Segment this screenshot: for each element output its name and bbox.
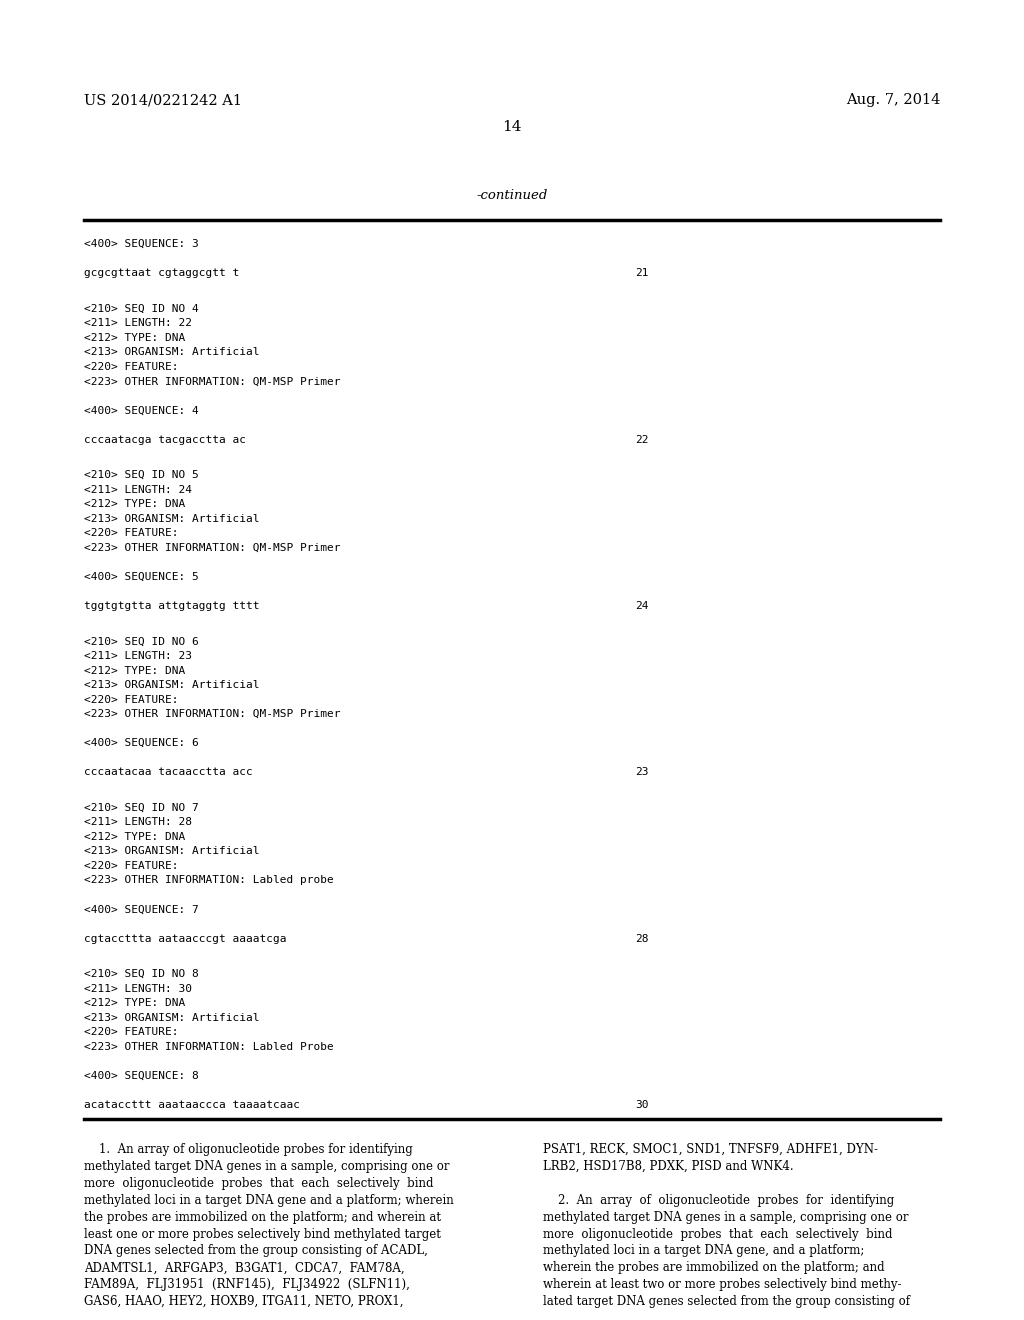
- Text: <223> OTHER INFORMATION: QM-MSP Primer: <223> OTHER INFORMATION: QM-MSP Primer: [84, 543, 340, 553]
- Text: <223> OTHER INFORMATION: Labled Probe: <223> OTHER INFORMATION: Labled Probe: [84, 1041, 334, 1052]
- Text: the probes are immobilized on the platform; and wherein at: the probes are immobilized on the platfo…: [84, 1210, 441, 1224]
- Text: 14: 14: [502, 120, 522, 133]
- Text: ADAMTSL1,  ARFGAP3,  B3GAT1,  CDCA7,  FAM78A,: ADAMTSL1, ARFGAP3, B3GAT1, CDCA7, FAM78A…: [84, 1262, 404, 1274]
- Text: LRB2, HSD17B8, PDXK, PISD and WNK4.: LRB2, HSD17B8, PDXK, PISD and WNK4.: [543, 1160, 794, 1173]
- Text: <400> SEQUENCE: 4: <400> SEQUENCE: 4: [84, 405, 199, 416]
- Text: DNA genes selected from the group consisting of ACADL,: DNA genes selected from the group consis…: [84, 1245, 428, 1258]
- Text: <212> TYPE: DNA: <212> TYPE: DNA: [84, 998, 185, 1008]
- Text: cgtaccttta aataacccgt aaaatcga: cgtaccttta aataacccgt aaaatcga: [84, 933, 287, 944]
- Text: gcgcgttaat cgtaggcgtt t: gcgcgttaat cgtaggcgtt t: [84, 268, 240, 279]
- Text: <220> FEATURE:: <220> FEATURE:: [84, 362, 178, 372]
- Text: methylated loci in a target DNA gene, and a platform;: methylated loci in a target DNA gene, an…: [543, 1245, 864, 1258]
- Text: 22: 22: [635, 434, 648, 445]
- Text: GAS6, HAAO, HEY2, HOXB9, ITGA11, NETO, PROX1,: GAS6, HAAO, HEY2, HOXB9, ITGA11, NETO, P…: [84, 1295, 403, 1308]
- Text: <213> ORGANISM: Artificial: <213> ORGANISM: Artificial: [84, 680, 259, 690]
- Text: <220> FEATURE:: <220> FEATURE:: [84, 1027, 178, 1038]
- Text: methylated target DNA genes in a sample, comprising one or: methylated target DNA genes in a sample,…: [543, 1210, 908, 1224]
- Text: <400> SEQUENCE: 6: <400> SEQUENCE: 6: [84, 738, 199, 748]
- Text: methylated target DNA genes in a sample, comprising one or: methylated target DNA genes in a sample,…: [84, 1160, 450, 1173]
- Text: FAM89A,  FLJ31951  (RNF145),  FLJ34922  (SLFN11),: FAM89A, FLJ31951 (RNF145), FLJ34922 (SLF…: [84, 1278, 410, 1291]
- Text: <212> TYPE: DNA: <212> TYPE: DNA: [84, 665, 185, 676]
- Text: Aug. 7, 2014: Aug. 7, 2014: [846, 94, 940, 107]
- Text: methylated loci in a target DNA gene and a platform; wherein: methylated loci in a target DNA gene and…: [84, 1193, 454, 1206]
- Text: <210> SEQ ID NO 7: <210> SEQ ID NO 7: [84, 803, 199, 813]
- Text: <220> FEATURE:: <220> FEATURE:: [84, 861, 178, 871]
- Text: wherein at least two or more probes selectively bind methy-: wherein at least two or more probes sele…: [543, 1278, 901, 1291]
- Text: <211> LENGTH: 22: <211> LENGTH: 22: [84, 318, 191, 329]
- Text: <400> SEQUENCE: 5: <400> SEQUENCE: 5: [84, 572, 199, 582]
- Text: <220> FEATURE:: <220> FEATURE:: [84, 528, 178, 539]
- Text: acataccttt aaataaccca taaaatcaac: acataccttt aaataaccca taaaatcaac: [84, 1100, 300, 1110]
- Text: <400> SEQUENCE: 8: <400> SEQUENCE: 8: [84, 1071, 199, 1081]
- Text: <213> ORGANISM: Artificial: <213> ORGANISM: Artificial: [84, 513, 259, 524]
- Text: 21: 21: [635, 268, 648, 279]
- Text: <210> SEQ ID NO 5: <210> SEQ ID NO 5: [84, 470, 199, 480]
- Text: 24: 24: [635, 601, 648, 611]
- Text: <213> ORGANISM: Artificial: <213> ORGANISM: Artificial: [84, 1012, 259, 1023]
- Text: <223> OTHER INFORMATION: Labled probe: <223> OTHER INFORMATION: Labled probe: [84, 875, 334, 886]
- Text: <213> ORGANISM: Artificial: <213> ORGANISM: Artificial: [84, 846, 259, 857]
- Text: <223> OTHER INFORMATION: QM-MSP Primer: <223> OTHER INFORMATION: QM-MSP Primer: [84, 376, 340, 387]
- Text: 2.  An  array  of  oligonucleotide  probes  for  identifying: 2. An array of oligonucleotide probes fo…: [543, 1193, 894, 1206]
- Text: <212> TYPE: DNA: <212> TYPE: DNA: [84, 333, 185, 343]
- Text: more  oligonucleotide  probes  that  each  selectively  bind: more oligonucleotide probes that each se…: [84, 1177, 433, 1189]
- Text: <400> SEQUENCE: 3: <400> SEQUENCE: 3: [84, 239, 199, 249]
- Text: <211> LENGTH: 24: <211> LENGTH: 24: [84, 484, 191, 495]
- Text: 1.  An array of oligonucleotide probes for identifying: 1. An array of oligonucleotide probes fo…: [84, 1143, 413, 1156]
- Text: <211> LENGTH: 23: <211> LENGTH: 23: [84, 651, 191, 661]
- Text: PSAT1, RECK, SMOC1, SND1, TNFSF9, ADHFE1, DYN-: PSAT1, RECK, SMOC1, SND1, TNFSF9, ADHFE1…: [543, 1143, 878, 1156]
- Text: cccaatacaa tacaacctta acc: cccaatacaa tacaacctta acc: [84, 767, 253, 777]
- Text: least one or more probes selectively bind methylated target: least one or more probes selectively bin…: [84, 1228, 441, 1241]
- Text: US 2014/0221242 A1: US 2014/0221242 A1: [84, 94, 242, 107]
- Text: <210> SEQ ID NO 6: <210> SEQ ID NO 6: [84, 636, 199, 647]
- Text: <223> OTHER INFORMATION: QM-MSP Primer: <223> OTHER INFORMATION: QM-MSP Primer: [84, 709, 340, 719]
- Text: wherein the probes are immobilized on the platform; and: wherein the probes are immobilized on th…: [543, 1262, 885, 1274]
- Text: 23: 23: [635, 767, 648, 777]
- Text: cccaatacga tacgacctta ac: cccaatacga tacgacctta ac: [84, 434, 246, 445]
- Text: 28: 28: [635, 933, 648, 944]
- Text: <211> LENGTH: 30: <211> LENGTH: 30: [84, 983, 191, 994]
- Text: tggtgtgtta attgtaggtg tttt: tggtgtgtta attgtaggtg tttt: [84, 601, 259, 611]
- Text: <210> SEQ ID NO 8: <210> SEQ ID NO 8: [84, 969, 199, 979]
- Text: -continued: -continued: [476, 189, 548, 202]
- Text: <220> FEATURE:: <220> FEATURE:: [84, 694, 178, 705]
- Text: <212> TYPE: DNA: <212> TYPE: DNA: [84, 832, 185, 842]
- Text: more  oligonucleotide  probes  that  each  selectively  bind: more oligonucleotide probes that each se…: [543, 1228, 892, 1241]
- Text: <213> ORGANISM: Artificial: <213> ORGANISM: Artificial: [84, 347, 259, 358]
- Text: <212> TYPE: DNA: <212> TYPE: DNA: [84, 499, 185, 510]
- Text: <211> LENGTH: 28: <211> LENGTH: 28: [84, 817, 191, 828]
- Text: lated target DNA genes selected from the group consisting of: lated target DNA genes selected from the…: [543, 1295, 909, 1308]
- Text: <210> SEQ ID NO 4: <210> SEQ ID NO 4: [84, 304, 199, 314]
- Text: <400> SEQUENCE: 7: <400> SEQUENCE: 7: [84, 904, 199, 915]
- Text: 30: 30: [635, 1100, 648, 1110]
